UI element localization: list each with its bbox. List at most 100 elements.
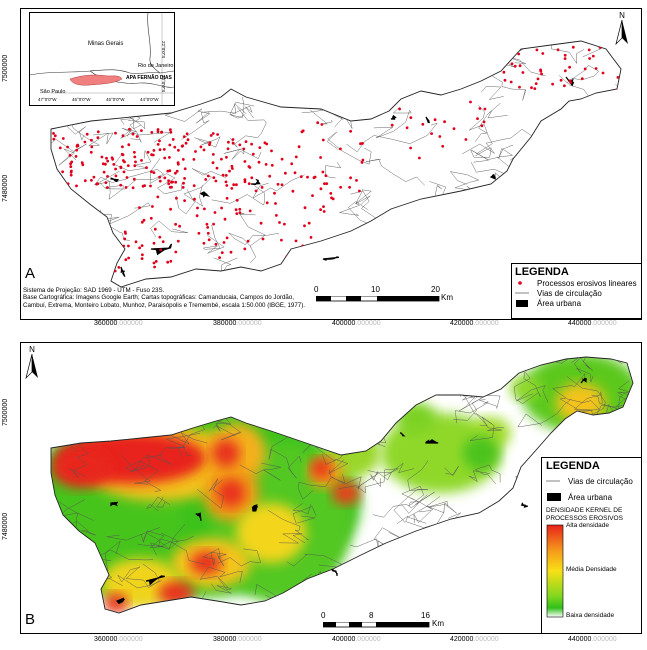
density-hotspot — [104, 593, 128, 613]
road-segment — [113, 149, 152, 171]
erosion-point — [563, 53, 567, 57]
road-segment — [196, 384, 254, 397]
density-hotspot — [311, 458, 331, 478]
erosion-point — [311, 194, 314, 198]
apa-boundary — [50, 40, 622, 288]
erosion-point — [106, 186, 109, 189]
road-segment — [348, 85, 383, 113]
erosion-point — [441, 144, 445, 148]
erosion-point — [96, 130, 100, 134]
legend-title: LEGENDA — [546, 460, 600, 472]
erosion-point — [287, 255, 291, 259]
road-segment — [145, 496, 171, 512]
density-hotspot — [332, 481, 360, 505]
erosion-point — [83, 140, 87, 144]
road-segment — [486, 102, 508, 119]
urban-area — [250, 178, 261, 186]
erosion-point — [238, 211, 242, 215]
road-segment — [294, 87, 328, 111]
road-segment — [527, 190, 580, 223]
road-segment — [476, 188, 508, 209]
legend-item-points: Processos erosivos lineares — [515, 278, 641, 288]
erosion-point — [502, 70, 506, 74]
road-segment — [483, 70, 527, 101]
erosion-point — [80, 161, 84, 165]
erosion-point — [322, 205, 325, 209]
x-tick: 440000.000000 — [568, 320, 617, 327]
erosion-point — [325, 182, 329, 186]
road-segment — [566, 65, 600, 83]
erosion-point — [541, 52, 545, 55]
erosion-point — [509, 80, 513, 84]
erosion-point — [540, 72, 543, 76]
erosion-point — [166, 169, 170, 173]
erosion-point — [591, 54, 595, 58]
erosion-point — [214, 242, 218, 246]
apa-region-shape — [69, 74, 123, 86]
erosion-point — [303, 224, 306, 228]
map-panel-b: N LEGENDA Vias de circulação Área urbana… — [20, 342, 642, 634]
erosion-point — [121, 145, 124, 149]
erosion-point — [358, 189, 361, 193]
inset-lat-tick: 23°0'0"S — [161, 75, 166, 93]
erosion-point — [257, 160, 261, 164]
road-segment — [474, 464, 501, 484]
inset-state-rj: Rio de Janeiro — [138, 63, 174, 69]
road-segment — [101, 241, 122, 255]
erosion-point — [193, 197, 196, 201]
density-hotspot — [510, 376, 542, 400]
erosion-point — [140, 220, 144, 224]
erosion-point — [149, 184, 152, 188]
erosion-point — [61, 170, 64, 174]
x-tick: 380000.000000 — [213, 636, 262, 643]
erosion-point — [275, 214, 278, 217]
erosion-point — [360, 161, 364, 164]
erosion-point — [96, 136, 100, 139]
erosion-point — [83, 179, 87, 183]
road-segment — [433, 197, 480, 249]
x-tick: 360000.000000 — [94, 320, 143, 327]
erosion-point — [120, 152, 124, 156]
erosion-point — [216, 133, 220, 136]
erosion-point — [69, 162, 72, 166]
road-segment — [340, 76, 365, 99]
base-text: Base Cartográfica: Imagens Google Earth;… — [23, 294, 306, 309]
erosion-point — [133, 155, 137, 159]
road-segment — [374, 225, 405, 277]
erosion-point — [180, 144, 184, 148]
urban-area — [322, 256, 340, 261]
erosion-point — [438, 135, 442, 138]
erosion-point — [69, 173, 73, 177]
erosion-point — [483, 107, 487, 111]
erosion-point — [69, 165, 73, 169]
erosion-point — [563, 69, 567, 73]
road-segment — [469, 413, 495, 442]
road-segment — [202, 224, 225, 254]
erosion-point — [169, 130, 173, 134]
erosion-point — [214, 179, 218, 183]
road-segment — [268, 435, 302, 479]
road-segment — [199, 566, 243, 588]
road-segment — [217, 548, 262, 567]
road-segment — [310, 418, 358, 451]
road-segment — [202, 548, 227, 567]
erosion-point — [52, 137, 56, 141]
x-tick: 380000.000000 — [213, 320, 262, 327]
erosion-point — [168, 185, 172, 189]
road-segment — [346, 122, 438, 153]
north-label: N — [29, 345, 35, 354]
road-segment — [156, 496, 166, 508]
erosion-point — [510, 62, 514, 66]
erosion-point — [127, 143, 131, 147]
road-segment — [324, 414, 352, 453]
road-segment — [74, 395, 123, 413]
erosion-point — [478, 107, 482, 110]
erosion-point — [580, 77, 584, 80]
erosion-point — [112, 163, 116, 166]
erosion-point — [568, 65, 571, 69]
density-ramp: Alta densidade Média Densidade Baixa den… — [546, 522, 641, 620]
erosion-point — [181, 186, 185, 189]
road-segment — [514, 371, 541, 404]
road-segment — [453, 395, 501, 421]
road-segment — [481, 416, 505, 431]
